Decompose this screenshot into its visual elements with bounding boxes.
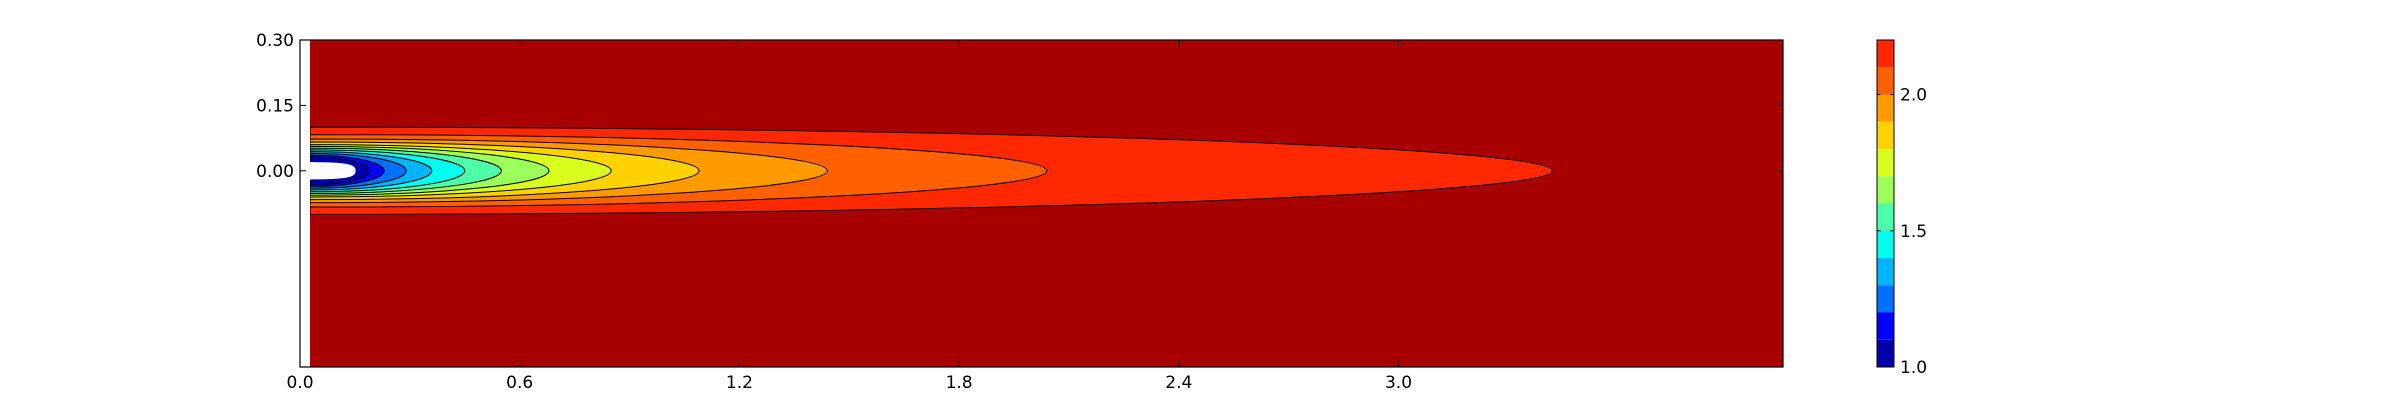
inlet-white-region <box>310 162 356 180</box>
x-tick-label: 1.8 <box>946 373 973 393</box>
colorbar-tick-label: 2.0 <box>1900 86 1927 106</box>
y-tick-label: 0.15 <box>256 96 294 116</box>
x-axis: 0.0 0.6 1.2 1.8 2.4 3.0 <box>286 40 1412 393</box>
colorbar-segment <box>1877 40 1894 68</box>
x-tick-label: 0.0 <box>286 373 313 393</box>
x-tick-label: 2.4 <box>1165 373 1192 393</box>
colorbar-segment <box>1877 94 1894 122</box>
colorbar-segment <box>1877 258 1894 286</box>
colorbar-segment <box>1877 149 1894 177</box>
colorbar-frame <box>1876 39 1895 368</box>
x-tick-label: 3.0 <box>1385 373 1412 393</box>
y-tick-label: 0.30 <box>256 31 294 51</box>
colorbar-segment <box>1877 121 1894 149</box>
colorbar-segment <box>1877 176 1894 204</box>
colorbar-segment <box>1877 203 1894 231</box>
x-tick-label: 1.2 <box>726 373 753 393</box>
plot-area <box>300 40 1783 367</box>
colorbar-segment <box>1877 312 1894 340</box>
colorbar-tick-label: 1.0 <box>1900 358 1927 378</box>
colorbar-tick-label: 1.5 <box>1900 222 1927 242</box>
colorbar-segment <box>1877 67 1894 95</box>
y-axis: 0.30 0.15 0.00 <box>256 31 1783 182</box>
colorbar-segment <box>1877 339 1894 367</box>
colorbar-segment <box>1877 285 1894 313</box>
left-white-strip <box>300 40 310 367</box>
colorbar: 2.0 1.5 1.0 <box>1876 39 1927 378</box>
y-tick-label: 0.00 <box>256 162 294 182</box>
colorbar-segment <box>1877 230 1894 258</box>
plot-frame <box>299 39 1784 368</box>
x-tick-label: 0.6 <box>506 373 533 393</box>
